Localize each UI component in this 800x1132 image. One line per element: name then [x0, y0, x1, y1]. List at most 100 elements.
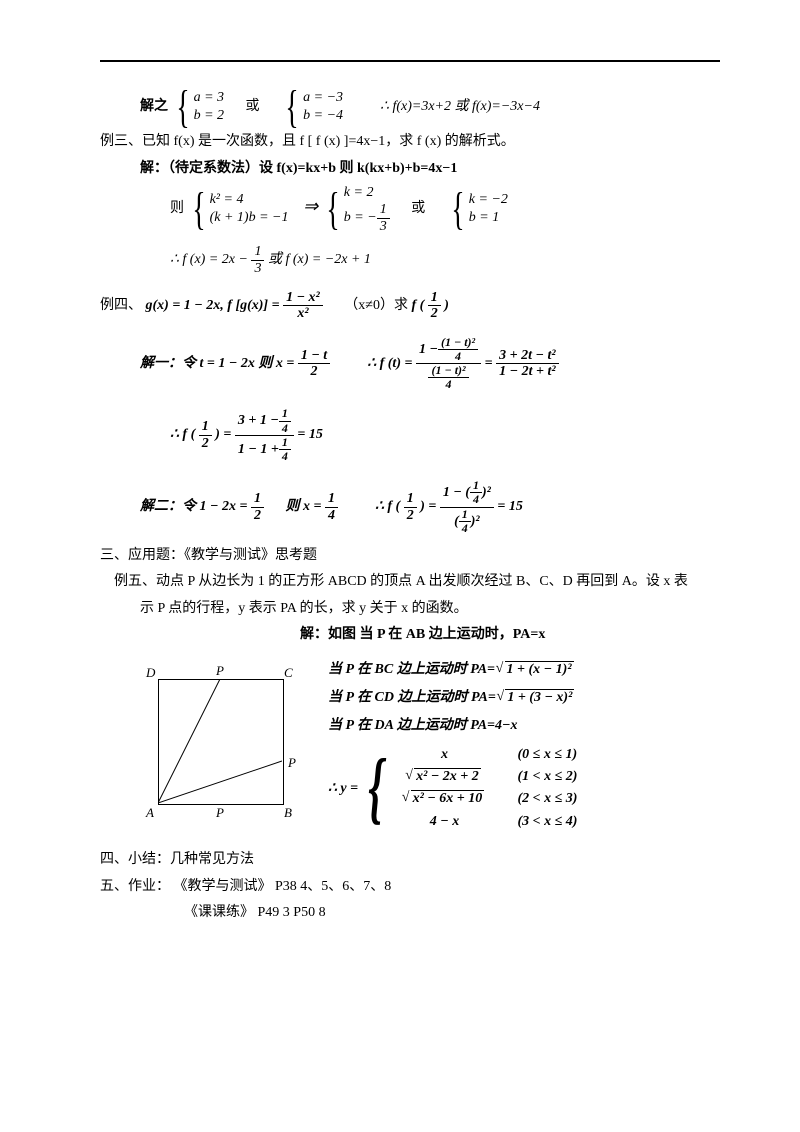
ex4-head: 例四、 g(x) = 1 − 2x, f [g(x)] = 1 − x²x² （… [100, 290, 720, 322]
s2-fn: 1 [404, 491, 417, 506]
k1-1: k² = 4 [210, 191, 300, 209]
s1-tn: (1 − t)² [438, 336, 478, 349]
pc4-r: (3 < x ≤ 4) [517, 811, 577, 833]
s1-td: 4 [452, 350, 464, 363]
ex3-ans-pre: ∴ f (x) = 2x − [170, 252, 248, 267]
r1-rad: 1 + (x − 1)² [505, 661, 574, 677]
k2-1: k = 2 [344, 184, 390, 202]
s1-rd: 1 − 2t + t² [496, 364, 558, 379]
sol2-line: 解二：令 1 − 2x = 12 则 x = 14 ∴ f ( 12 ) = 1… [140, 479, 720, 535]
s2-bd: 4 [459, 522, 471, 535]
or-1: 或 [246, 99, 260, 114]
ex3-ans-mid: 或 f (x) = −2x + 1 [268, 252, 371, 267]
ex4-close: ) [444, 298, 449, 313]
r2-pre: 当 P 在 CD 边上运动时 PA= [328, 690, 496, 705]
s2-hn: 1 [251, 491, 264, 506]
ex4-half-n: 1 [428, 290, 441, 305]
s2-xn: 1 [325, 491, 338, 506]
s1-tp: 1 − [419, 342, 438, 357]
ex4-half-d: 2 [428, 306, 441, 321]
s1b-td: 4 [279, 422, 291, 435]
s1b-bn: 1 [279, 436, 291, 449]
brace-icon: { [192, 188, 205, 229]
k2-2-num: 1 [377, 202, 390, 217]
ex3-sol-text: 解：（待定系数法）设 f(x)=kx+b 则 k(kx+b)+b=4x−1 [140, 161, 457, 176]
ex5-sol: 解：如图 当 P 在 AB 边上运动时，PA=x [300, 624, 720, 646]
s2-res: = 15 [497, 499, 522, 514]
s1b-bp: 1 − 1 + [238, 442, 279, 457]
pc3-l: x² − 6x + 10 [411, 790, 485, 806]
sec5: 五、作业： 《教学与测试》 P38 4、5、6、7、8 [100, 876, 720, 898]
s2-ft: ∴ f ( [375, 499, 400, 514]
sol1-xn: 1 − t [298, 348, 330, 363]
s2-xd: 4 [325, 508, 338, 523]
s1b-tn: 1 [279, 407, 291, 420]
s2-mid: ) = [420, 499, 436, 514]
s1b-fn: 1 [199, 419, 212, 434]
s2-tn: 1 [470, 479, 482, 492]
lab-D: D [146, 665, 155, 681]
s1-eq: = [485, 356, 493, 371]
sol1-lead: 解一：令 t = 1 − 2x 则 x = [140, 356, 294, 371]
or-2: 或 [411, 201, 425, 216]
s2-x: 则 x = [285, 499, 321, 514]
s1b-pre: ∴ f ( [170, 428, 195, 443]
lab-C: C [284, 665, 293, 681]
s1-rn: 3 + 2t − t² [496, 348, 558, 363]
brace-icon: { [285, 86, 298, 127]
ex3-head: 例三、已知 f(x) 是一次函数，且 f [ f (x) ]=4x−1，求 f … [100, 131, 720, 153]
s1b-mid: ) = [215, 428, 231, 443]
ex4-cond: （x≠0）求 [344, 298, 408, 313]
pc1-l: x [389, 744, 499, 766]
ex4-den: x² [294, 306, 311, 321]
sol1-line: 解一：令 t = 1 − 2x 则 x = 1 − t2 ∴ f (t) = 1… [140, 336, 720, 392]
solve-lead: 解之 [140, 99, 168, 114]
s1b-res: = 15 [297, 428, 322, 443]
r1: 当 P 在 BC 边上运动时 PA= √1 + (x − 1)² [328, 659, 577, 681]
s1b-bd: 4 [279, 450, 291, 463]
ab1-2: b = 2 [194, 107, 224, 125]
s2-bn: 1 [459, 508, 471, 521]
k3-2: b = 1 [469, 209, 508, 227]
solve-ab-line: 解之 { a = 3b = 2 或 { a = −3b = −4 ∴ f(x)=… [140, 86, 720, 127]
pc4-l: 4 − x [389, 811, 499, 833]
lab-P-right: P [288, 755, 296, 771]
top-rule [100, 60, 720, 62]
ex4-pre: 例四、 [100, 298, 142, 313]
s1b-fd: 2 [199, 436, 212, 451]
r2: 当 P 在 CD 边上运动时 PA= √1 + (3 − x)² [328, 687, 577, 709]
y-lead: ∴ y = [328, 781, 358, 796]
piecewise: ∴ y = { x(0 ≤ x ≤ 1) √x² − 2x + 2(1 < x … [328, 744, 577, 834]
ab2-1: a = −3 [303, 89, 343, 107]
s2-fd: 2 [404, 508, 417, 523]
ex4-fhalf: f ( [411, 298, 424, 313]
s1-bd: 4 [443, 378, 455, 391]
ab2-2: b = −4 [303, 107, 343, 125]
then-label: 则 [170, 201, 184, 216]
ex3-answer: ∴ f (x) = 2x − 13 或 f (x) = −2x + 1 [170, 244, 720, 276]
k1-2: (k + 1)b = −1 [210, 209, 300, 227]
ex3-ans-den: 3 [251, 261, 264, 276]
ex3-sol-lead: 解：（待定系数法）设 f(x)=kx+b 则 k(kx+b)+b=4x−1 [140, 158, 720, 180]
brace-icon: { [176, 86, 189, 127]
lab-P-top: P [216, 663, 224, 679]
s2-hd: 2 [251, 508, 264, 523]
k2-2-pre: b = − [344, 209, 377, 227]
sol1b-line: ∴ f ( 12 ) = 3 + 1 − 14 1 − 1 + 14 = 15 [170, 407, 720, 463]
s1b-tp: 3 + 1 − [238, 413, 279, 428]
pc3-r: (2 < x ≤ 3) [517, 788, 577, 810]
s2-bpo: )² [471, 514, 480, 529]
brace-icon: { [368, 752, 383, 824]
s2-tpo: )² [482, 485, 491, 500]
lab-A: A [146, 805, 154, 821]
sol1-ft: ∴ f (t) = [367, 356, 412, 371]
s2-tp: 1 − ( [443, 485, 470, 500]
s2-lead: 解二：令 1 − 2x = [140, 499, 247, 514]
r1-pre: 当 P 在 BC 边上运动时 PA= [328, 662, 495, 677]
ex5b: 示 P 点的行程，y 表示 PA 的长，求 y 关于 x 的函数。 [140, 598, 720, 620]
ex4-g: g(x) = 1 − 2x, f [g(x)] = [146, 298, 280, 313]
ex4-num: 1 − x² [283, 290, 323, 305]
ex5: 例五、动点 P 从边长为 1 的正方形 ABCD 的顶点 A 出发顺次经过 B、… [114, 571, 720, 593]
sec5b: 《课课练》 P49 3 P50 8 [184, 902, 720, 924]
lab-B: B [284, 805, 292, 821]
